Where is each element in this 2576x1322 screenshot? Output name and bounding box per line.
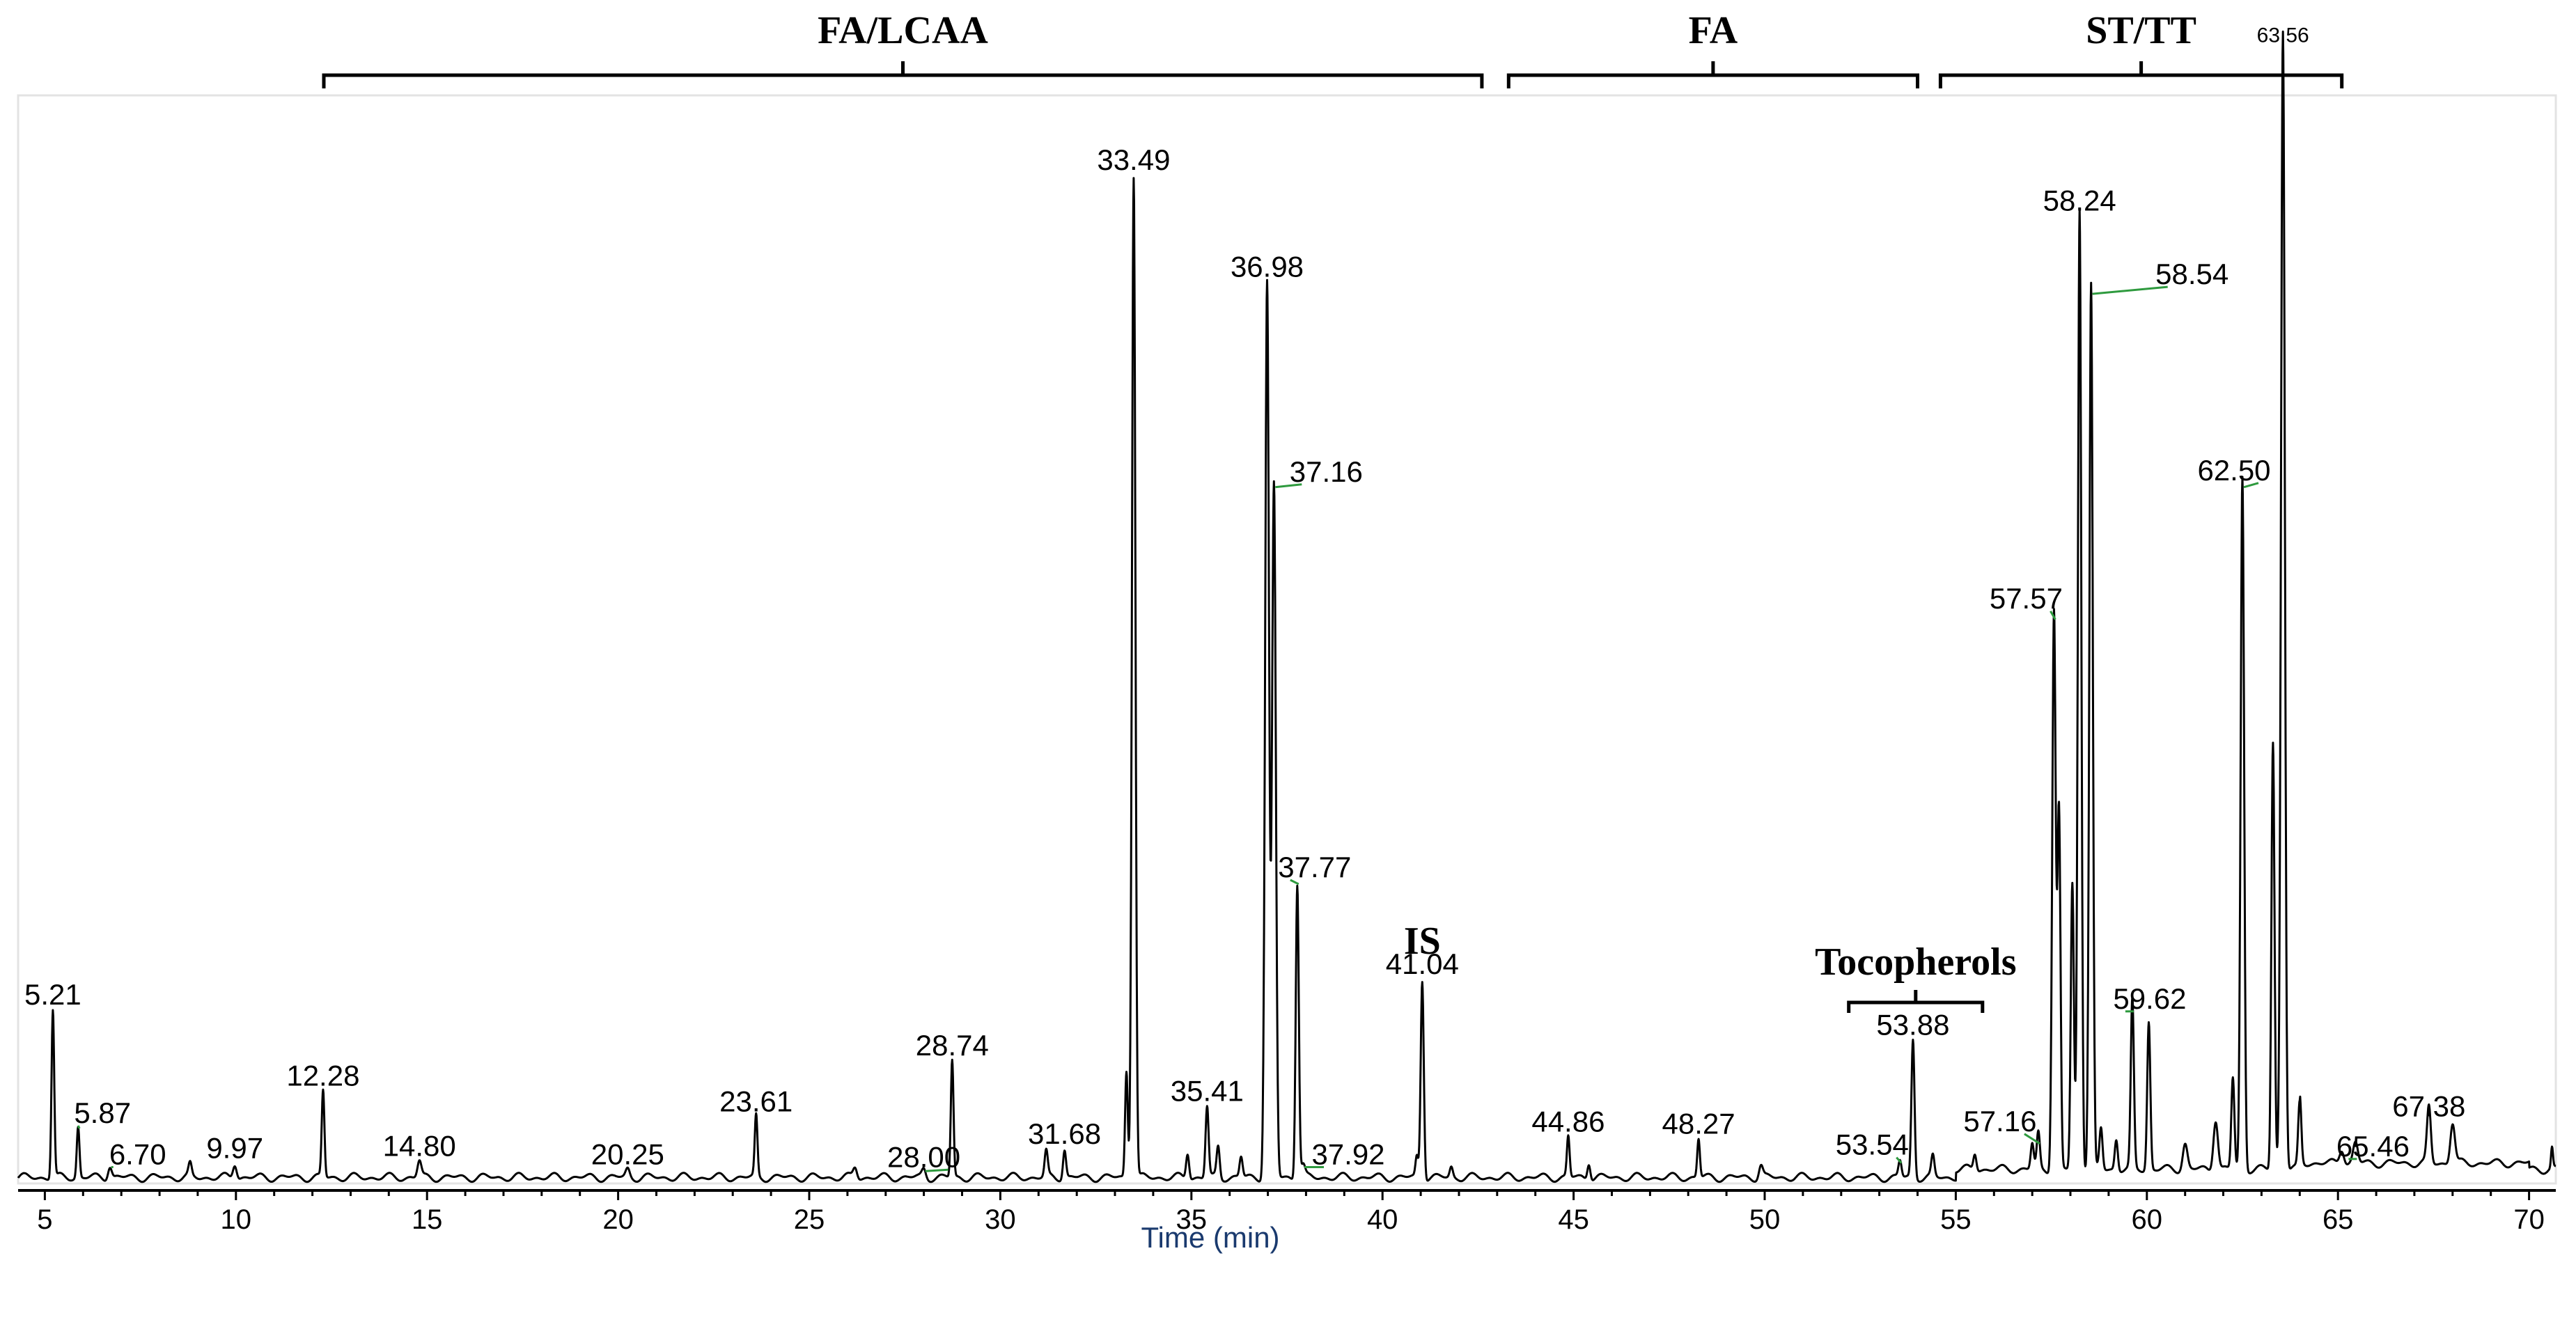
x-tick-label: 65 — [2323, 1204, 2354, 1235]
x-tick-label: 70 — [2513, 1204, 2545, 1235]
peak-label: 37.77 — [1278, 851, 1351, 883]
peak-leader-line — [1896, 1156, 1903, 1164]
chromatogram-trace — [17, 30, 2557, 1183]
peak-label: 28.74 — [916, 1029, 989, 1062]
group-label: FA — [1689, 9, 1738, 52]
x-tick-label: 50 — [1749, 1204, 1781, 1235]
x-tick-label: 20 — [602, 1204, 634, 1235]
tocopherols-bracket — [1847, 990, 1985, 1013]
peak-leader-line — [2050, 611, 2056, 620]
peak-leader-line — [1290, 879, 1299, 886]
peak-label: 37.16 — [1290, 455, 1363, 488]
annotations: IS Tocopherols — [1404, 920, 2017, 1013]
group-bracket — [1938, 61, 2344, 88]
peak-label: 37.92 — [1311, 1138, 1384, 1171]
peak-label: 35.41 — [1171, 1075, 1244, 1108]
peak-label: 53.54 — [1836, 1128, 1909, 1161]
peak-label: 12.28 — [286, 1060, 359, 1092]
peak-label: 6.70 — [109, 1138, 166, 1171]
peak-label: 48.27 — [1662, 1107, 1735, 1140]
peak-leader-line — [2024, 1133, 2040, 1145]
peak-label: 57.16 — [1963, 1105, 2036, 1138]
peak-label: 58.24 — [2043, 184, 2116, 217]
peak-label: 31.68 — [1028, 1117, 1101, 1150]
peak-leader-line — [2243, 482, 2259, 489]
peak-label: 36.98 — [1231, 250, 1304, 283]
peak-leader-line — [925, 1168, 949, 1172]
peak-label-layer: 5.21 5.87 6.70 9.97 12.28 14.80 20.25 23.61 28.0… — [24, 24, 2465, 1174]
peak-label: 9.97 — [206, 1132, 263, 1165]
plot-frame — [17, 94, 2557, 1185]
peak-label: 5.21 — [24, 978, 81, 1011]
x-axis: 5 10 15 20 25 30 35 40 45 50 55 60 65 70 — [18, 1189, 2556, 1235]
x-tick-label: 25 — [794, 1204, 825, 1235]
peak-label: 58.54 — [2155, 258, 2228, 290]
x-tick-label: 60 — [2132, 1204, 2163, 1235]
x-tick-label: 10 — [221, 1204, 252, 1235]
x-tick-label: 5 — [37, 1204, 52, 1235]
leader-layer — [77, 285, 2357, 1172]
group-brackets: FA/LCAA FA ST/TT — [322, 9, 2344, 88]
peak-leader-line — [2092, 285, 2168, 295]
peak-label: 57.57 — [1990, 582, 2063, 615]
peak-label: 44.86 — [1531, 1105, 1605, 1138]
x-tick-label: 35 — [1176, 1204, 1208, 1235]
peak-label: 53.88 — [1876, 1009, 1949, 1041]
peak-label: 20.25 — [591, 1138, 664, 1170]
peak-label: 59.62 — [2113, 982, 2186, 1015]
peak-label: 41.04 — [1386, 947, 1459, 980]
x-tick-label: 55 — [1940, 1204, 1972, 1235]
group-label: FA/LCAA — [818, 9, 988, 52]
group-bracket — [322, 61, 1484, 88]
group-bracket — [1506, 61, 1919, 88]
x-tick-label: 45 — [1558, 1204, 1589, 1235]
x-tick-label: 40 — [1367, 1204, 1398, 1235]
internal-standard-label: IS — [1404, 920, 1441, 963]
peak-label: 14.80 — [383, 1130, 456, 1163]
trace-layer — [17, 30, 2557, 1183]
x-tick-label: 15 — [412, 1204, 443, 1235]
peak-label: 67.38 — [2392, 1090, 2465, 1123]
group-label: ST/TT — [2086, 9, 2196, 52]
peak-label: 63.56 — [2257, 24, 2309, 47]
peak-leader-line — [1275, 483, 1302, 489]
peak-label: 33.49 — [1097, 143, 1170, 176]
peak-label: 28.00 — [887, 1140, 960, 1173]
peak-label: 23.61 — [719, 1085, 793, 1117]
x-tick-label: 30 — [985, 1204, 1016, 1235]
peak-leader-line — [77, 1125, 81, 1129]
peak-label: 65.46 — [2336, 1130, 2410, 1163]
x-axis-title: Time (min) — [1141, 1221, 1279, 1254]
peak-label: 5.87 — [74, 1096, 131, 1129]
peak-label: 62.50 — [2197, 454, 2270, 487]
tocopherols-label: Tocopherols — [1815, 941, 2016, 984]
